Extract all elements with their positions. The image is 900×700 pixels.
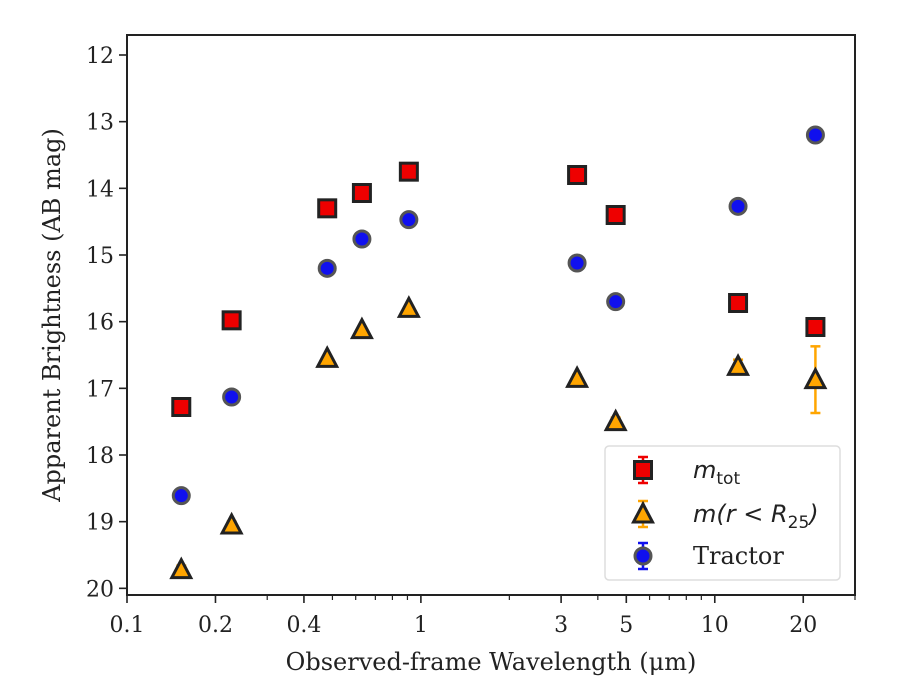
x-axis-title: Observed-frame Wavelength (μm)	[286, 648, 697, 676]
legend-label: Tractor	[693, 542, 784, 570]
plot-frame	[126, 34, 856, 596]
x-tick-label: 20	[789, 613, 817, 638]
data-point	[171, 486, 191, 506]
data-point	[728, 196, 748, 216]
x-tick-label: 0.2	[198, 613, 233, 638]
legend-box	[604, 445, 841, 581]
series-square	[171, 161, 826, 417]
data-point	[726, 353, 751, 376]
data-point	[565, 365, 590, 388]
data-point	[222, 387, 242, 407]
series-triangle	[169, 295, 828, 580]
data-point	[317, 258, 337, 278]
y-tick-label: 16	[86, 311, 114, 336]
y-tick-label: 20	[86, 577, 114, 602]
data-point	[605, 205, 626, 225]
data-point	[398, 161, 419, 182]
data-point	[349, 316, 374, 340]
x-tick-label: 0.1	[110, 613, 145, 638]
series-layer	[169, 125, 828, 580]
data-point	[805, 125, 825, 145]
y-tick-label: 17	[86, 377, 114, 402]
data-point	[221, 310, 242, 331]
x-tick-label: 10	[701, 613, 729, 638]
x-tick-label: 1	[414, 613, 428, 638]
legend-label: m(r < R25)	[693, 500, 819, 533]
data-point	[396, 295, 421, 318]
data-point	[805, 317, 826, 337]
data-point	[567, 165, 588, 185]
legend-marker	[631, 500, 655, 524]
legend-marker	[633, 460, 653, 480]
legend-marker	[633, 546, 653, 566]
y-tick-label: 18	[86, 444, 114, 469]
data-point	[728, 293, 749, 313]
y-tick-label: 13	[86, 111, 114, 136]
data-point	[317, 198, 338, 219]
data-point	[803, 366, 828, 390]
series-circle	[171, 125, 825, 506]
x-major-ticks: 0.1 0.2 0.4 1 3 5 10 20	[110, 595, 817, 638]
data-point	[606, 292, 626, 312]
x-tick-label: 5	[619, 613, 633, 638]
legend: mtot m(r < R25) Tractor	[604, 445, 841, 581]
legend-entry: m(r < R25)	[631, 499, 819, 533]
data-point	[399, 210, 419, 230]
y-axis-title: Apparent Brightness (AB mag)	[38, 128, 66, 503]
data-point	[315, 345, 340, 368]
data-point	[171, 397, 192, 417]
y-tick-label: 14	[86, 177, 114, 202]
y-tick-label: 15	[86, 244, 114, 269]
legend-entry: Tractor	[633, 541, 784, 571]
data-point	[351, 183, 372, 203]
data-point	[603, 408, 628, 432]
y-major-ticks: 12 13 14 15 16 17 18 19 20	[86, 44, 127, 602]
x-tick-label: 0.4	[286, 613, 321, 638]
x-tick-label: 3	[554, 613, 568, 638]
y-tick-label: 12	[86, 44, 114, 69]
data-point	[352, 229, 372, 249]
data-point	[219, 511, 244, 535]
y-tick-label: 19	[86, 511, 114, 536]
data-point	[169, 556, 194, 580]
legend-entry: mtot	[633, 455, 740, 489]
data-point	[567, 253, 587, 273]
legend-label: mtot	[693, 456, 740, 489]
